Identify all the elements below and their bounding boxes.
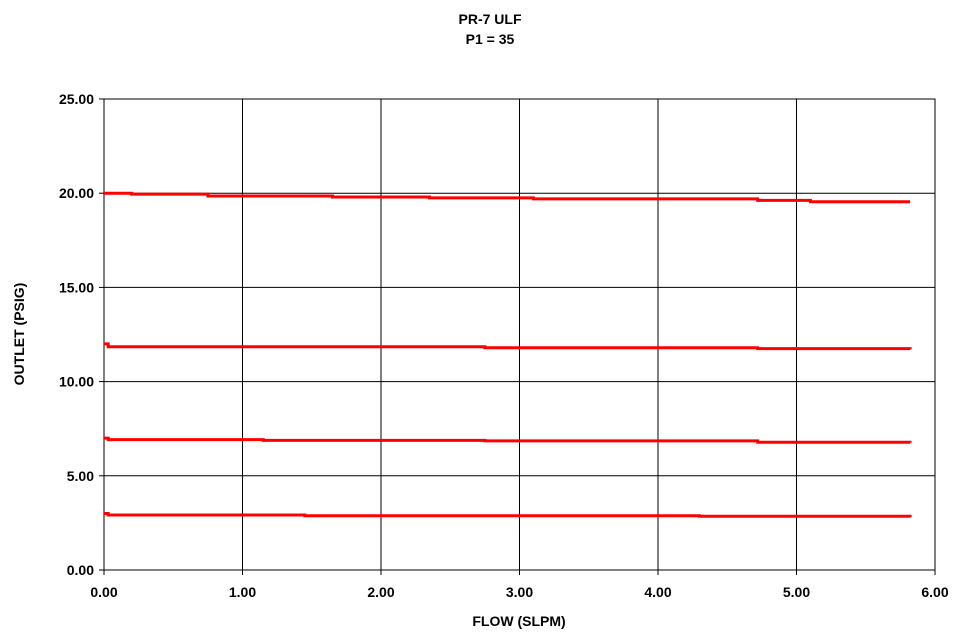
y-tick-label: 5.00 [67, 468, 94, 484]
series-line-1 [104, 191, 911, 204]
y-tick-label: 0.00 [67, 562, 94, 578]
chart-title-line-1: PR-7 ULF [459, 11, 522, 27]
x-tick-label: 6.00 [921, 584, 948, 600]
y-tick-label: 15.00 [59, 279, 94, 295]
series-line-2 [104, 342, 912, 351]
y-tick-label: 25.00 [59, 91, 94, 107]
series-line-3 [104, 436, 912, 444]
x-tick-label: 0.00 [90, 584, 117, 600]
series-group [104, 191, 912, 518]
x-tick-label: 4.00 [644, 584, 671, 600]
x-axis-ticks: 0.00 1.00 2.00 3.00 4.00 5.00 6.00 [90, 570, 949, 600]
x-tick-label: 1.00 [229, 584, 256, 600]
x-tick-label: 2.00 [367, 584, 394, 600]
chart-title-line-2: P1 = 35 [466, 31, 515, 47]
x-axis-label: FLOW (SLPM) [472, 613, 565, 629]
series-line-4 [104, 512, 912, 518]
y-tick-label: 20.00 [59, 185, 94, 201]
x-tick-label: 5.00 [783, 584, 810, 600]
y-tick-label: 10.00 [59, 374, 94, 390]
y-axis-ticks: 0.00 5.00 10.00 15.00 20.00 25.00 [59, 91, 104, 578]
y-axis-label: OUTLET (PSIG) [11, 283, 27, 386]
gridlines [103, 98, 936, 571]
x-tick-label: 3.00 [506, 584, 533, 600]
